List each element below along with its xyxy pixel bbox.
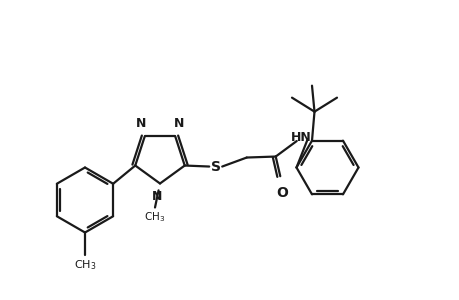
Text: CH$_3$: CH$_3$ bbox=[73, 259, 96, 272]
Text: N: N bbox=[152, 190, 162, 203]
Text: S: S bbox=[210, 160, 220, 173]
Text: HN: HN bbox=[291, 131, 311, 144]
Text: CH$_3$: CH$_3$ bbox=[144, 211, 165, 224]
Text: N: N bbox=[174, 118, 184, 130]
Text: O: O bbox=[275, 185, 287, 200]
Text: N: N bbox=[135, 118, 146, 130]
